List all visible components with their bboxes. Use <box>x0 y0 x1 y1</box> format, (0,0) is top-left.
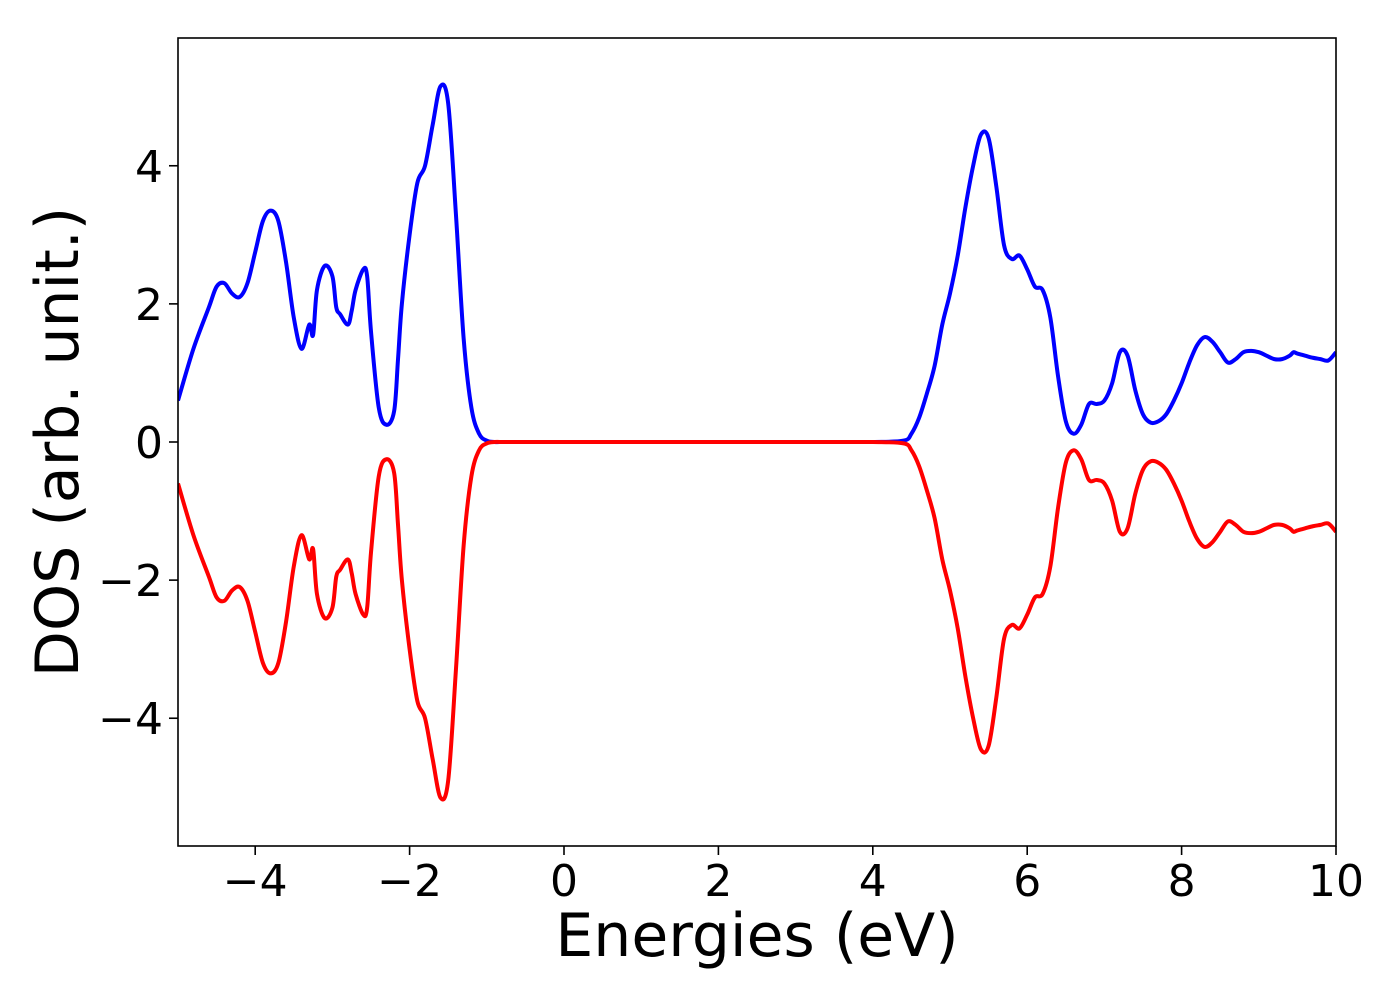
y-tick-label: 0 <box>135 418 163 469</box>
x-tick-label: 8 <box>1168 856 1196 907</box>
series-lines <box>178 82 1336 802</box>
y-axis-label: DOS (arb. unit.) <box>23 207 93 677</box>
x-tick-label: 6 <box>1013 856 1041 907</box>
x-tick-label: −4 <box>223 856 288 907</box>
x-axis: −4 −2 0 2 4 6 8 10 <box>223 846 1364 907</box>
x-tick-label: 0 <box>550 856 578 907</box>
y-axis: −4 −2 0 2 4 <box>98 142 178 745</box>
x-tick-label: 10 <box>1308 856 1364 907</box>
series-line-up <box>178 82 1336 445</box>
series-line-down <box>178 439 1336 802</box>
y-tick-label: 4 <box>135 142 163 193</box>
x-axis-label: Energies (eV) <box>555 901 958 971</box>
y-tick-label: −2 <box>98 556 163 607</box>
x-tick-label: −2 <box>377 856 442 907</box>
x-tick-label: 2 <box>704 856 732 907</box>
y-tick-label: −4 <box>98 694 163 745</box>
x-tick-label: 4 <box>859 856 887 907</box>
y-tick-label: 2 <box>135 280 163 331</box>
